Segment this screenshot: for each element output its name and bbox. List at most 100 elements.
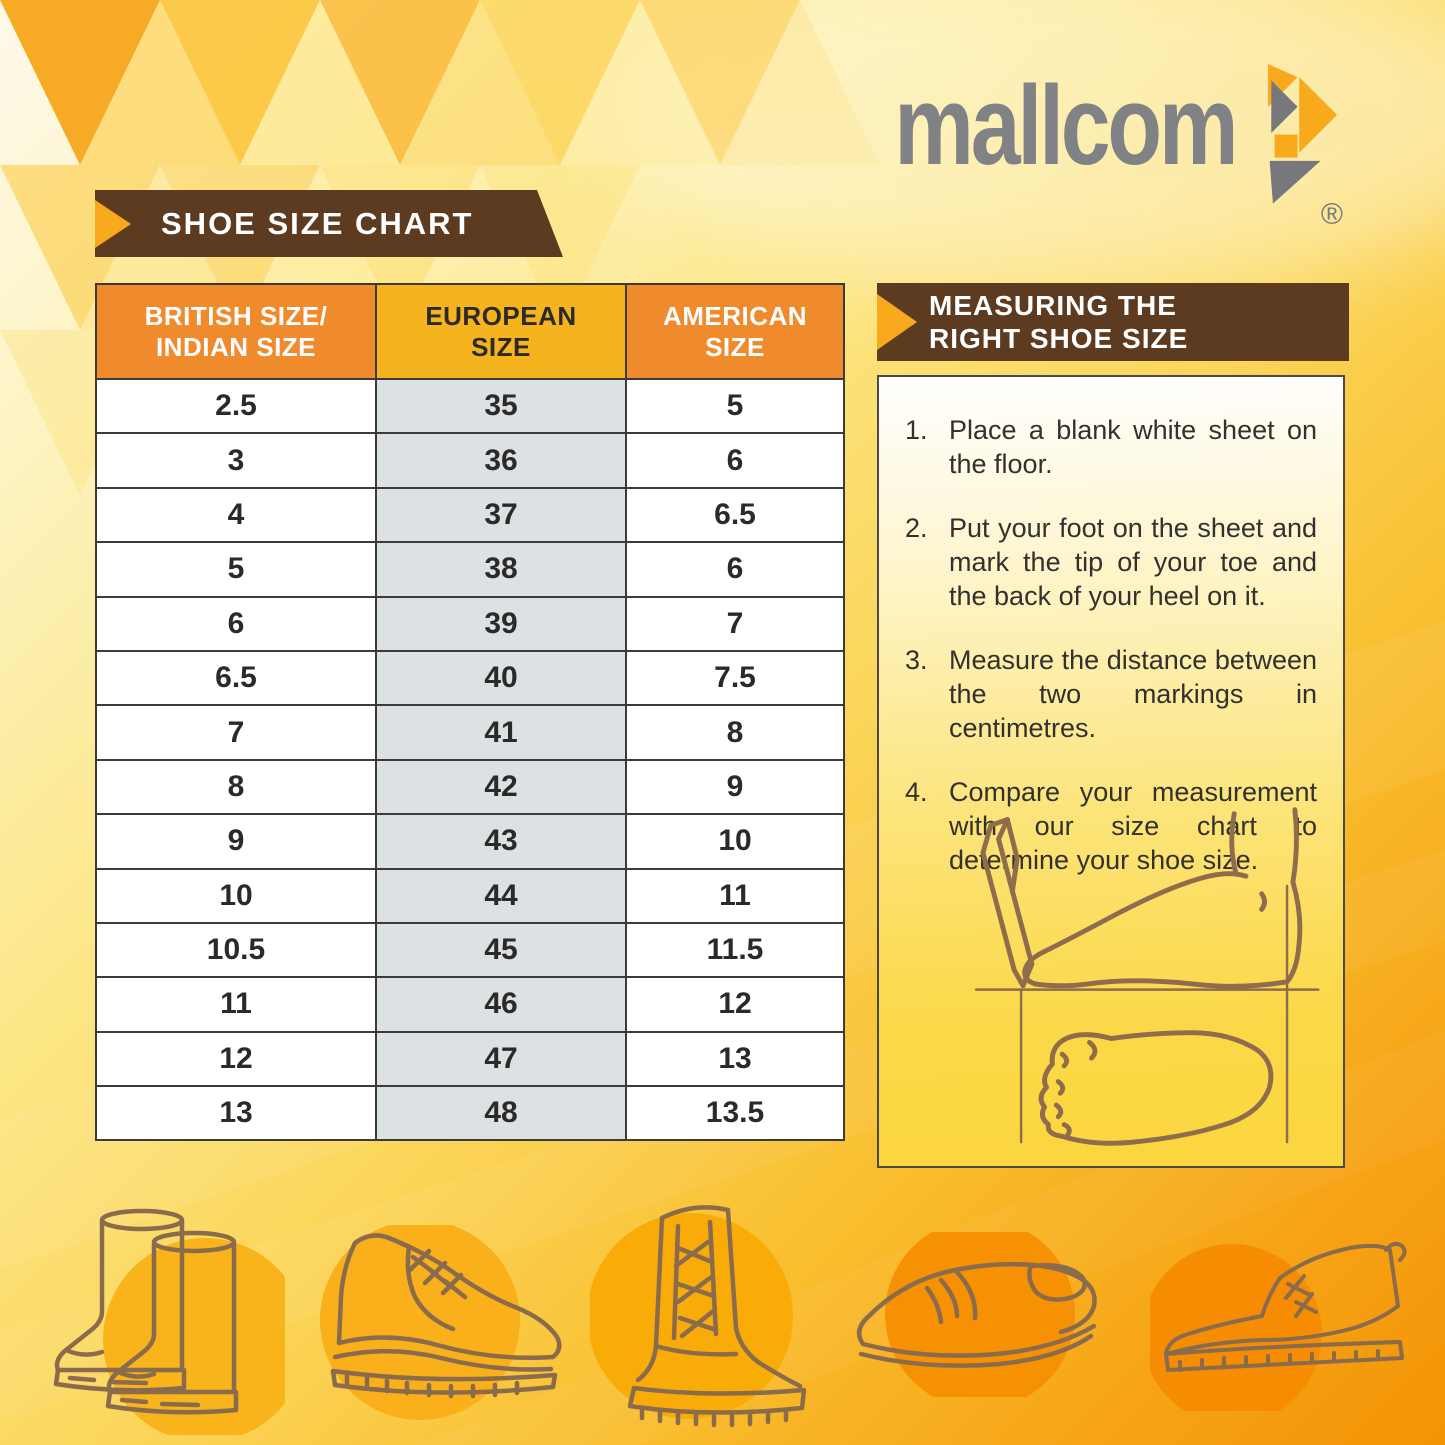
column-header-european: EUROPEAN SIZE [375,283,627,380]
size-cell: 8 [625,704,845,761]
size-cell: 10 [95,867,377,924]
size-cell: 45 [375,921,627,979]
size-cell: 43 [375,813,627,870]
size-cell: 9 [95,813,377,870]
rubber-boots-icon [50,1200,307,1442]
size-row: 4 37 6.5 [95,486,845,544]
step-text: Put your foot on the sheet and mark the … [949,513,1317,611]
step-text: Place a blank white sheet on the floor. [949,415,1317,479]
foot-measuring-illustration [974,807,1320,1146]
column-header-british-indian: BRITISH SIZE/ INDIAN SIZE [95,283,377,380]
size-cell: 46 [375,976,627,1033]
size-cell: 48 [375,1085,627,1142]
header-line: EUROPEAN [425,300,577,331]
measuring-title-line2: RIGHT SHOE SIZE [929,323,1189,354]
size-row: 12 47 13 [95,1030,845,1088]
size-row: 5 38 6 [95,541,845,598]
size-cell: 13 [625,1030,845,1088]
size-cell: 13.5 [625,1085,845,1142]
size-table-header: BRITISH SIZE/ INDIAN SIZE EUROPEAN SIZE … [95,283,845,380]
size-row: 11 46 12 [95,976,845,1033]
mallcom-arrow-icon [1268,64,1337,204]
foot-sole-view [1038,1030,1274,1146]
size-cell: 9 [625,758,845,816]
size-cell: 37 [375,486,627,544]
measurement-lines [974,884,1320,1144]
size-row: 2.5 35 5 [95,377,845,435]
size-cell: 5 [625,377,845,435]
size-cell: 38 [375,541,627,598]
size-row: 3 36 6 [95,432,845,489]
size-cell: 2.5 [95,377,377,435]
measuring-title-line1: MEASURING THE [929,290,1177,321]
header-line: SIZE [705,331,765,362]
size-cell: 12 [625,976,845,1033]
measuring-title: MEASURING THE RIGHT SHOE SIZE [929,289,1188,355]
size-cell: 35 [375,377,627,435]
size-cell: 6 [95,595,377,652]
header-line: AMERICAN [662,300,808,331]
size-cell: 12 [95,1030,377,1088]
mallcom-logo-text: mallcom [893,63,1238,188]
header-line: SIZE [471,331,531,362]
registered-mark: ® [1320,198,1343,231]
size-table-body: 2.5 35 5 3 36 6 4 37 6.5 5 38 6 6 39 7 6.5 40 7.5 7 41 8 8 42 9… [95,377,845,1142]
size-row: 8 42 9 [95,758,845,816]
shoe-size-chart-banner: SHOE SIZE CHART [95,190,563,257]
measuring-banner: MEASURING THE RIGHT SHOE SIZE [877,283,1349,361]
step-number: 4. [905,777,928,807]
size-cell: 7.5 [625,649,845,707]
size-cell: 47 [375,1030,627,1088]
size-row: 13 48 13.5 [95,1085,845,1142]
size-row: 6.5 40 7.5 [95,649,845,707]
size-cell: 40 [375,649,627,707]
slip-on-shoe-icon [845,1219,1115,1409]
shoe-size-chart-title: SHOE SIZE CHART [161,205,474,241]
measuring-step: 1. Place a blank white sheet on the floor… [905,413,1317,481]
size-cell: 4 [95,486,377,544]
safety-shoe-icon [295,1220,575,1420]
size-row: 7 41 8 [95,704,845,761]
step-number: 1. [905,415,928,445]
chukka-boot-icon [1142,1236,1435,1424]
size-cell: 10 [625,813,845,870]
size-cell: 3 [95,432,377,489]
size-row: 10 44 11 [95,867,845,924]
size-cell: 6.5 [95,649,377,707]
size-cell: 8 [95,758,377,816]
size-cell: 7 [95,704,377,761]
size-cell: 11 [625,867,845,924]
banner-chevron-icon [95,200,131,248]
size-row: 10.5 45 11.5 [95,921,845,979]
size-cell: 36 [375,432,627,489]
size-cell: 5 [95,541,377,598]
size-row: 9 43 10 [95,813,845,870]
size-cell: 7 [625,595,845,652]
size-cell: 6 [625,541,845,598]
size-cell: 44 [375,867,627,924]
column-header-american: AMERICAN SIZE [625,283,845,380]
size-cell: 11.5 [625,921,845,979]
header-line: BRITISH SIZE/ [144,300,328,331]
size-cell: 39 [375,595,627,652]
step-text: Measure the distance between the two mar… [949,645,1317,743]
foot-side-view [1022,807,1303,989]
measuring-steps: 1. Place a blank white sheet on the floor… [879,377,1343,877]
size-row: 6 39 7 [95,595,845,652]
banner-chevron-icon [877,294,917,350]
measuring-panel: 1. Place a blank white sheet on the floor… [877,375,1345,1168]
size-cell: 11 [95,976,377,1033]
mallcom-logo: mallcom ® [809,58,1343,231]
measuring-step: 2. Put your foot on the sheet and mark th… [905,511,1317,613]
step-number: 2. [905,513,928,543]
size-cell: 41 [375,704,627,761]
size-cell: 42 [375,758,627,816]
header-line: INDIAN SIZE [155,331,317,362]
pen-icon [980,817,1035,989]
step-number: 3. [905,645,928,675]
size-cell: 6.5 [625,486,845,544]
shoe-size-table: BRITISH SIZE/ INDIAN SIZE EUROPEAN SIZE … [95,283,845,1142]
size-cell: 10.5 [95,921,377,979]
measuring-step: 3. Measure the distance between the two m… [905,643,1317,745]
